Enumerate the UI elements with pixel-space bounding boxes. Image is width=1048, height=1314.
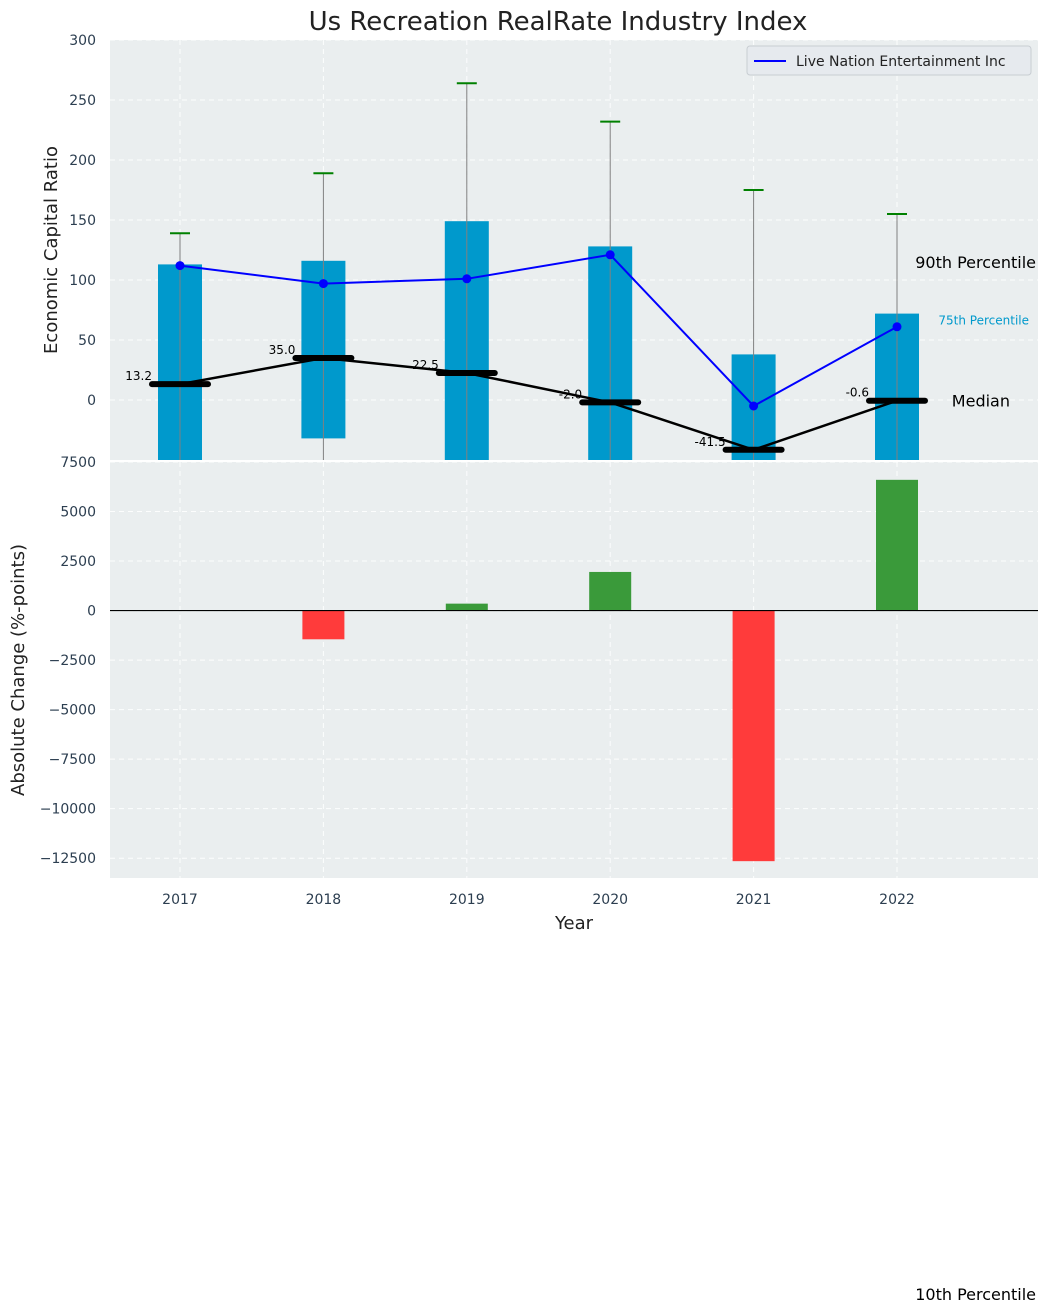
- annotation-median: Median: [952, 392, 1010, 411]
- x-tick-label: 2018: [306, 892, 342, 908]
- company-line: [179, 253, 898, 408]
- company-point: [892, 322, 902, 332]
- top-y-tick-label: 300: [69, 33, 96, 49]
- top-marks: 13.2 35.0 22.5 -2.0 -41.5 -0.6 90th Percentile…: [125, 82, 1036, 460]
- annotation-90th: 90th Percentile: [915, 253, 1036, 272]
- x-ticks: 2017 2018 2019 2020 2021 2022: [162, 892, 915, 908]
- bottom-y-ticks: −12500 −10000 −7500 −5000 −2500 0 2500 5000 7500: [40, 455, 96, 867]
- bottom-y-tick-label: −10000: [40, 802, 96, 818]
- x-tick-label: 2019: [449, 892, 485, 908]
- bottom-marks: [110, 479, 1038, 862]
- company-point: [175, 261, 185, 271]
- bottom-y-tick-label: 5000: [60, 505, 96, 521]
- change-bar: [589, 571, 632, 611]
- bottom-y-tick-label: 0: [87, 604, 96, 620]
- x-tick-label: 2020: [592, 892, 628, 908]
- top-y-tick-label: 200: [69, 153, 96, 169]
- company-point: [462, 274, 472, 284]
- company-point: [605, 250, 615, 260]
- change-bar: [876, 479, 918, 611]
- legend-label-company: Live Nation Entertainment Inc: [796, 54, 1006, 70]
- bottom-y-tick-label: −5000: [49, 703, 96, 719]
- x-tick-label: 2017: [162, 892, 198, 908]
- median-line: [179, 356, 898, 452]
- change-bar: [445, 603, 488, 611]
- bottom-y-tick-label: −7500: [49, 752, 96, 768]
- median-value-label: 13.2: [125, 369, 152, 383]
- median-value-label: 22.5: [412, 358, 439, 372]
- top-y-tick-label: 250: [69, 93, 96, 109]
- x-tick-label: 2022: [879, 892, 915, 908]
- change-bar: [732, 610, 775, 862]
- median-value-label: -41.5: [695, 435, 726, 449]
- bottom-y-tick-label: 2500: [60, 554, 96, 570]
- bottom-y-tick-label: −2500: [49, 653, 96, 669]
- median-value-label: -0.6: [846, 386, 869, 400]
- top-y-tick-label: 50: [78, 333, 96, 349]
- bottom-y-tick-label: 7500: [60, 455, 96, 471]
- annotation-75th: 75th Percentile: [938, 314, 1029, 328]
- bottom-y-axis-label: Absolute Change (%-points): [8, 544, 29, 796]
- x-axis-label: Year: [554, 913, 594, 934]
- change-bar: [302, 610, 345, 640]
- top-y-tick-label: 0: [87, 393, 96, 409]
- company-point: [749, 401, 759, 411]
- median-value-label: -2.0: [559, 387, 582, 401]
- median-value-label: 35.0: [269, 343, 296, 357]
- top-y-tick-label: 100: [69, 273, 96, 289]
- legend[interactable]: Live Nation Entertainment Inc: [746, 45, 1032, 76]
- chart-title: Us Recreation RealRate Industry Index: [309, 7, 808, 37]
- company-point: [318, 279, 328, 289]
- top-y-ticks: 0 50 100 150 200 250 300: [69, 33, 96, 409]
- x-tick-label: 2021: [736, 892, 772, 908]
- top-y-tick-label: 150: [69, 213, 96, 229]
- bottom-y-tick-label: −12500: [40, 851, 96, 867]
- legend-box: [746, 45, 1032, 76]
- annotation-10th: 10th Percentile: [915, 1285, 1036, 1304]
- top-y-axis-label: Economic Capital Ratio: [41, 146, 62, 354]
